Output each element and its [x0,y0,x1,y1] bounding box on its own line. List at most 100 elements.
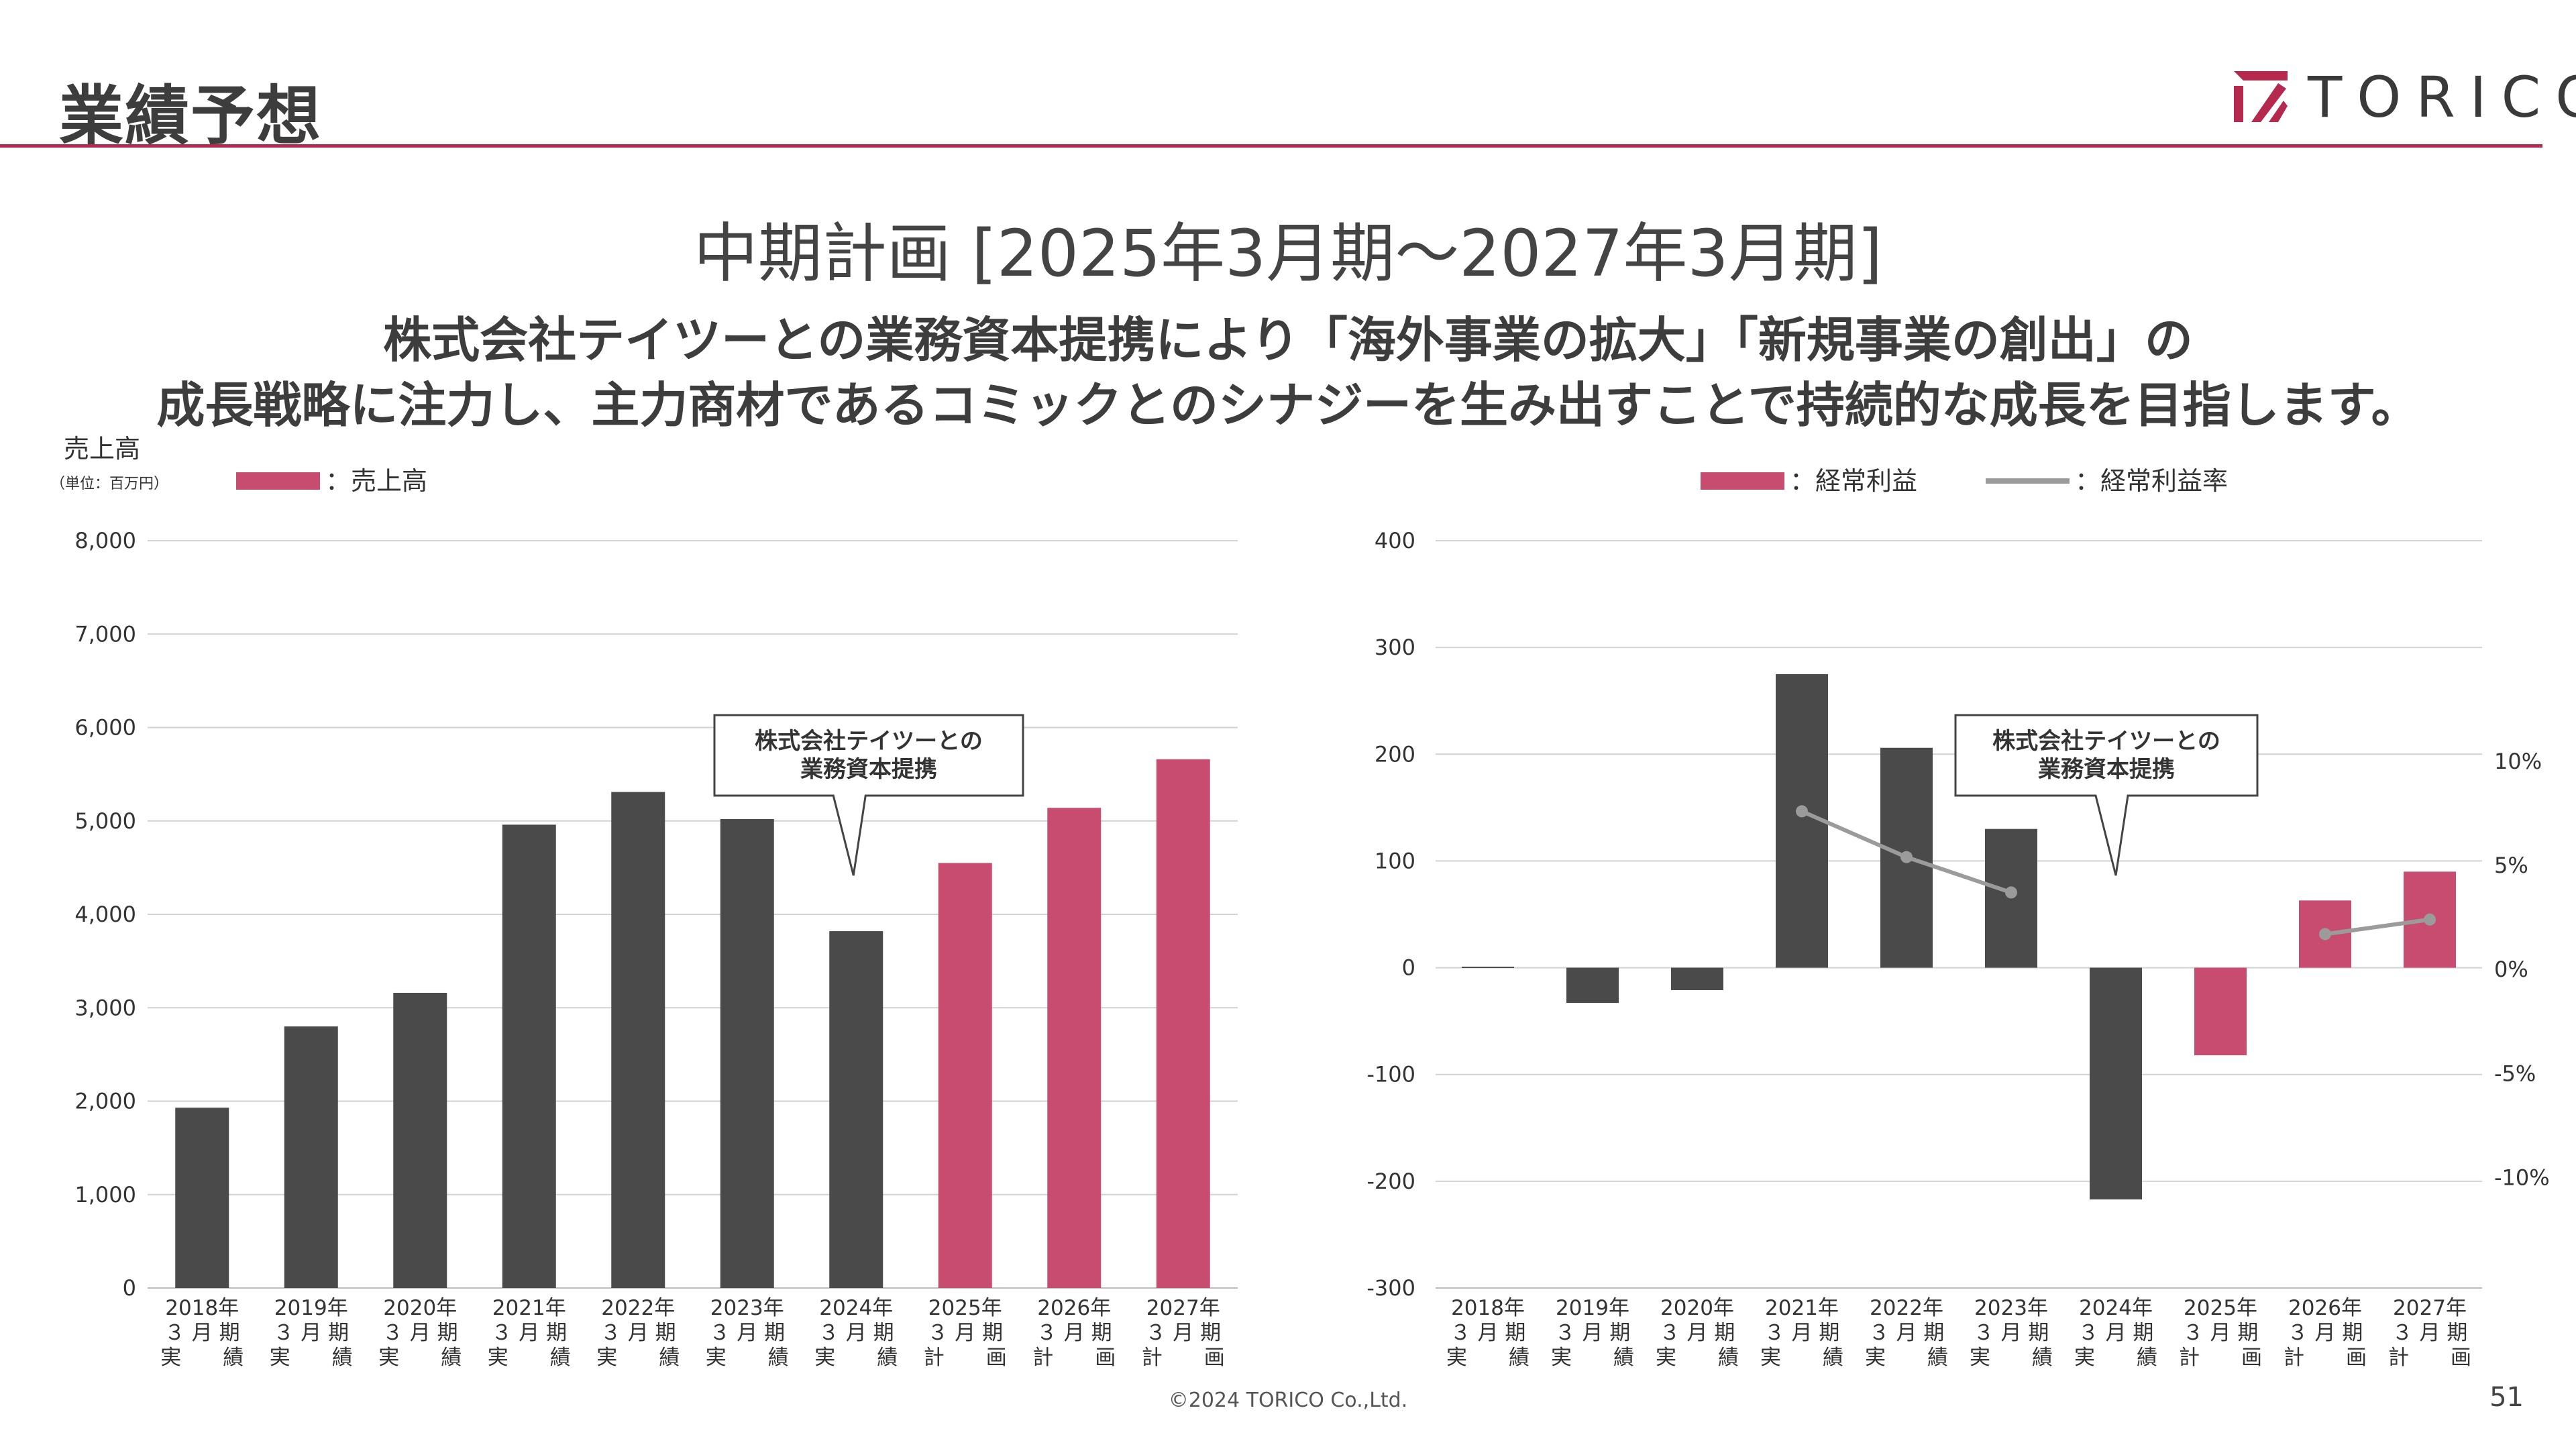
legend-label-profit-rate: ：経常利益率 [2075,466,2228,496]
headline-subtitle-line1: 株式会社テイツーとの業務資本提携により「海外事業の拡大」「新規事業の創出」の [383,312,2193,368]
x-tick-label-period: ３ 月 期 [818,1321,894,1345]
x-tick-label-kind: 実 績 [270,1346,353,1370]
x-tick-label-kind: 実 績 [1656,1346,1739,1370]
ordinary-profit-bar [2194,967,2247,1056]
y2-tick-label: -10% [2494,1165,2550,1191]
callout-box: 株式会社テイツーとの業務資本提携 [1954,714,2259,876]
y-tick-label: 5,000 [74,808,136,834]
x-tick-label-period: ３ 月 期 [164,1321,240,1345]
y-tick-label: 300 [1375,635,1415,660]
x-tick-label-year: 2023年 [710,1296,784,1320]
x-tick-label-year: 2022年 [601,1296,675,1320]
revenue-bar [829,931,883,1288]
callout-shape [1954,714,2259,876]
ordinary-profit-bar [1462,966,1514,968]
revenue-bar [611,792,665,1288]
x-tick-label-year: 2026年 [1037,1296,1111,1320]
torico-logo-mark-icon [2234,71,2288,122]
x-tick-label-period: ３ 月 期 [600,1321,676,1345]
x-tick-label-kind: 計 画 [1032,1346,1116,1370]
x-tick-label-kind: 実 績 [814,1346,898,1370]
x-tick-label-period: ３ 月 期 [1036,1321,1112,1345]
header-divider [0,144,2542,148]
x-tick-label-kind: 計 画 [2284,1346,2367,1370]
y-tick-label: 100 [1375,848,1415,873]
ordinary-profit-bar [1671,967,1723,990]
revenue-chart: 売上高 （単位：百万円） ：売上高 0 1,000 2,000 3,000 4,000 5,00… [50,434,1238,1370]
x-tick-label-period: ３ 月 期 [273,1321,349,1345]
page-title: 業績予想 [59,78,322,154]
revenue-bar [1047,808,1102,1288]
x-tick-label-kind: 実 績 [706,1346,789,1370]
callout-text-line1: 株式会社テイツーとの [755,728,983,755]
x-tick-label-kind: 実 績 [488,1346,571,1370]
x-tick-label-kind: 実 績 [2074,1346,2157,1370]
y2-tick-label: 10% [2494,749,2542,774]
callout-box: 株式会社テイツーとの業務資本提携 [713,714,1024,876]
revenue-bar [284,1026,338,1288]
x-tick-label-year: 2025年 [2184,1296,2257,1320]
x-tick-label-kind: 計 画 [924,1346,1007,1370]
revenue-bar [720,818,774,1288]
y-tick-label: 1,000 [74,1182,136,1208]
revenue-bar [175,1108,229,1288]
x-tick-label-kind: 実 績 [1551,1346,1634,1370]
x-tick-label-year: 2018年 [1451,1296,1525,1320]
x-tick-label-period: ３ 月 期 [491,1321,567,1345]
y-tick-label: 7,000 [74,621,136,647]
x-tick-label-year: 2024年 [819,1296,893,1320]
y2-tick-label: -5% [2494,1061,2536,1086]
y-tick-label: 2,000 [74,1089,136,1114]
y-tick-label: 400 [1375,528,1415,553]
left-chart-unit-note: （単位：百万円） [50,476,168,492]
y-tick-label: 8,000 [74,528,136,553]
x-tick-label-year: 2022年 [1870,1296,1943,1320]
profit-rate-line [2324,917,2430,936]
x-tick-label-period: ３ 月 期 [2392,1321,2468,1345]
y-tick-label: -100 [1366,1062,1415,1087]
x-tick-label-year: 2024年 [2079,1296,2153,1320]
y-tick-label: -200 [1366,1169,1415,1194]
callout-text-line2: 業務資本提携 [2038,756,2175,783]
y-tick-label: 200 [1375,741,1415,767]
y-tick-label: 4,000 [74,902,136,927]
x-tick-label-period: ３ 月 期 [927,1321,1003,1345]
x-tick-label-year: 2019年 [274,1296,348,1320]
revenue-bar [393,992,447,1288]
profit-rate-point [2005,886,2017,899]
legend-swatch-revenue [236,472,320,490]
x-tick-label-year: 2026年 [2288,1296,2362,1320]
y-tick-label: 3,000 [74,995,136,1020]
profit-rate-point [2319,928,2331,941]
x-tick-label-year: 2023年 [1974,1296,2048,1320]
profit-rate-point [1900,851,1913,863]
x-tick-label-period: ３ 月 期 [382,1321,458,1345]
x-tick-label-year: 2020年 [1660,1296,1734,1320]
legend-label-ordinary-profit: ：経常利益 [1790,466,1917,496]
x-tick-label-kind: 実 績 [596,1346,680,1370]
x-tick-label-kind: 実 績 [378,1346,462,1370]
revenue-bar [938,863,992,1288]
footer-copyright: ©2024 TORICO Co.,Ltd. [1168,1389,1408,1412]
x-tick-label-period: ３ 月 期 [709,1321,785,1345]
headline-title: 中期計画 [2025年3月期〜2027年3月期] [693,216,1883,291]
profit-rate-point [2424,913,2436,926]
callout-shape [713,714,1024,876]
x-tick-label-kind: 計 画 [2179,1346,2262,1370]
legend-swatch-ordinary-profit [1701,472,1784,490]
x-tick-label-period: ３ 月 期 [1869,1321,1945,1345]
x-tick-label-kind: 実 績 [1865,1346,1948,1370]
y-tick-label: 0 [123,1275,136,1301]
x-tick-label-kind: 実 績 [160,1346,244,1370]
y-tick-label: -300 [1366,1275,1415,1301]
x-tick-label-period: ３ 月 期 [1974,1321,2049,1345]
callout-text-line2: 業務資本提携 [800,756,937,783]
x-tick-label-period: ３ 月 期 [2288,1321,2363,1345]
x-tick-label-period: ３ 月 期 [1555,1321,1631,1345]
x-tick-label-period: ３ 月 期 [1660,1321,1735,1345]
profit-rate-point [1796,805,1808,818]
x-tick-label-kind: 実 績 [1446,1346,1529,1370]
logo-text: TORICO [2308,64,2576,130]
left-chart-title: 売上高 [64,434,140,464]
